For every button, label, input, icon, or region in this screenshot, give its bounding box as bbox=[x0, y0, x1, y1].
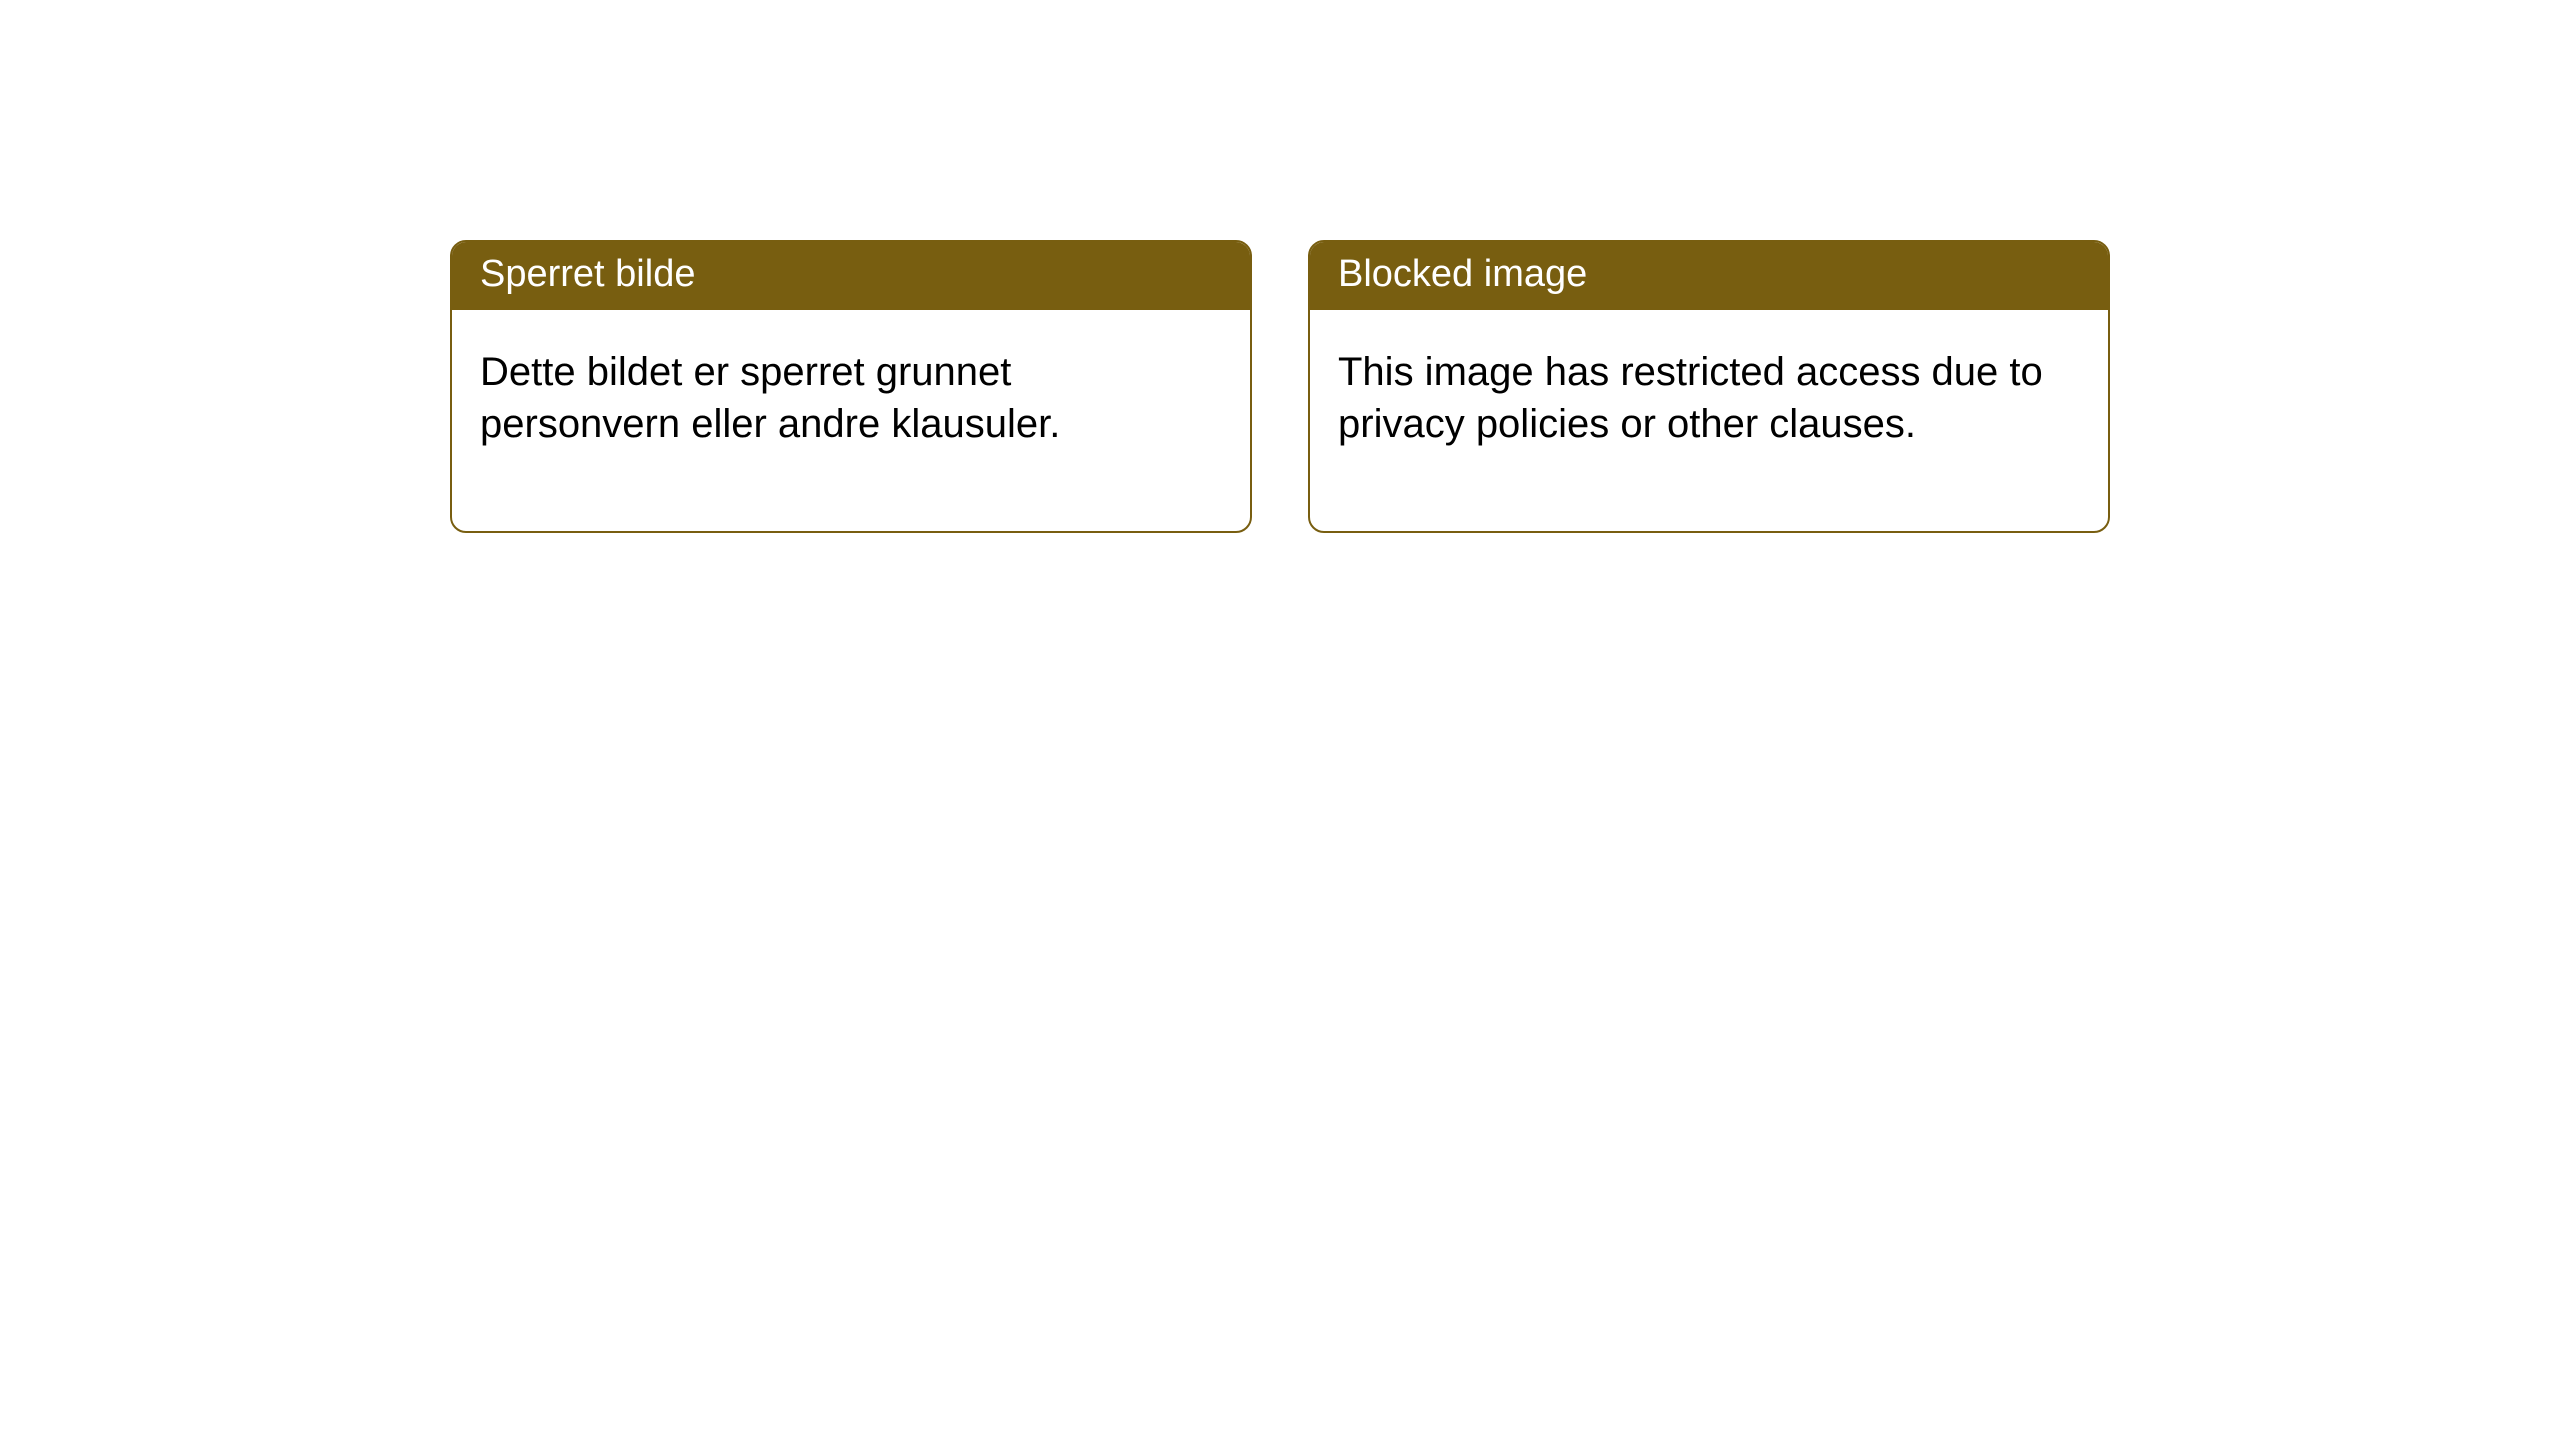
card-title: Blocked image bbox=[1338, 253, 1587, 295]
notice-cards-container: Sperret bilde Dette bildet er sperret gr… bbox=[450, 240, 2110, 533]
card-title: Sperret bilde bbox=[480, 253, 695, 295]
blocked-image-card-norwegian: Sperret bilde Dette bildet er sperret gr… bbox=[450, 240, 1252, 533]
card-message: This image has restricted access due to … bbox=[1338, 350, 2043, 447]
blocked-image-card-english: Blocked image This image has restricted … bbox=[1308, 240, 2110, 533]
card-header: Blocked image bbox=[1310, 242, 2108, 310]
card-header: Sperret bilde bbox=[452, 242, 1250, 310]
card-body: This image has restricted access due to … bbox=[1310, 310, 2108, 532]
card-body: Dette bildet er sperret grunnet personve… bbox=[452, 310, 1250, 532]
card-message: Dette bildet er sperret grunnet personve… bbox=[480, 350, 1060, 447]
